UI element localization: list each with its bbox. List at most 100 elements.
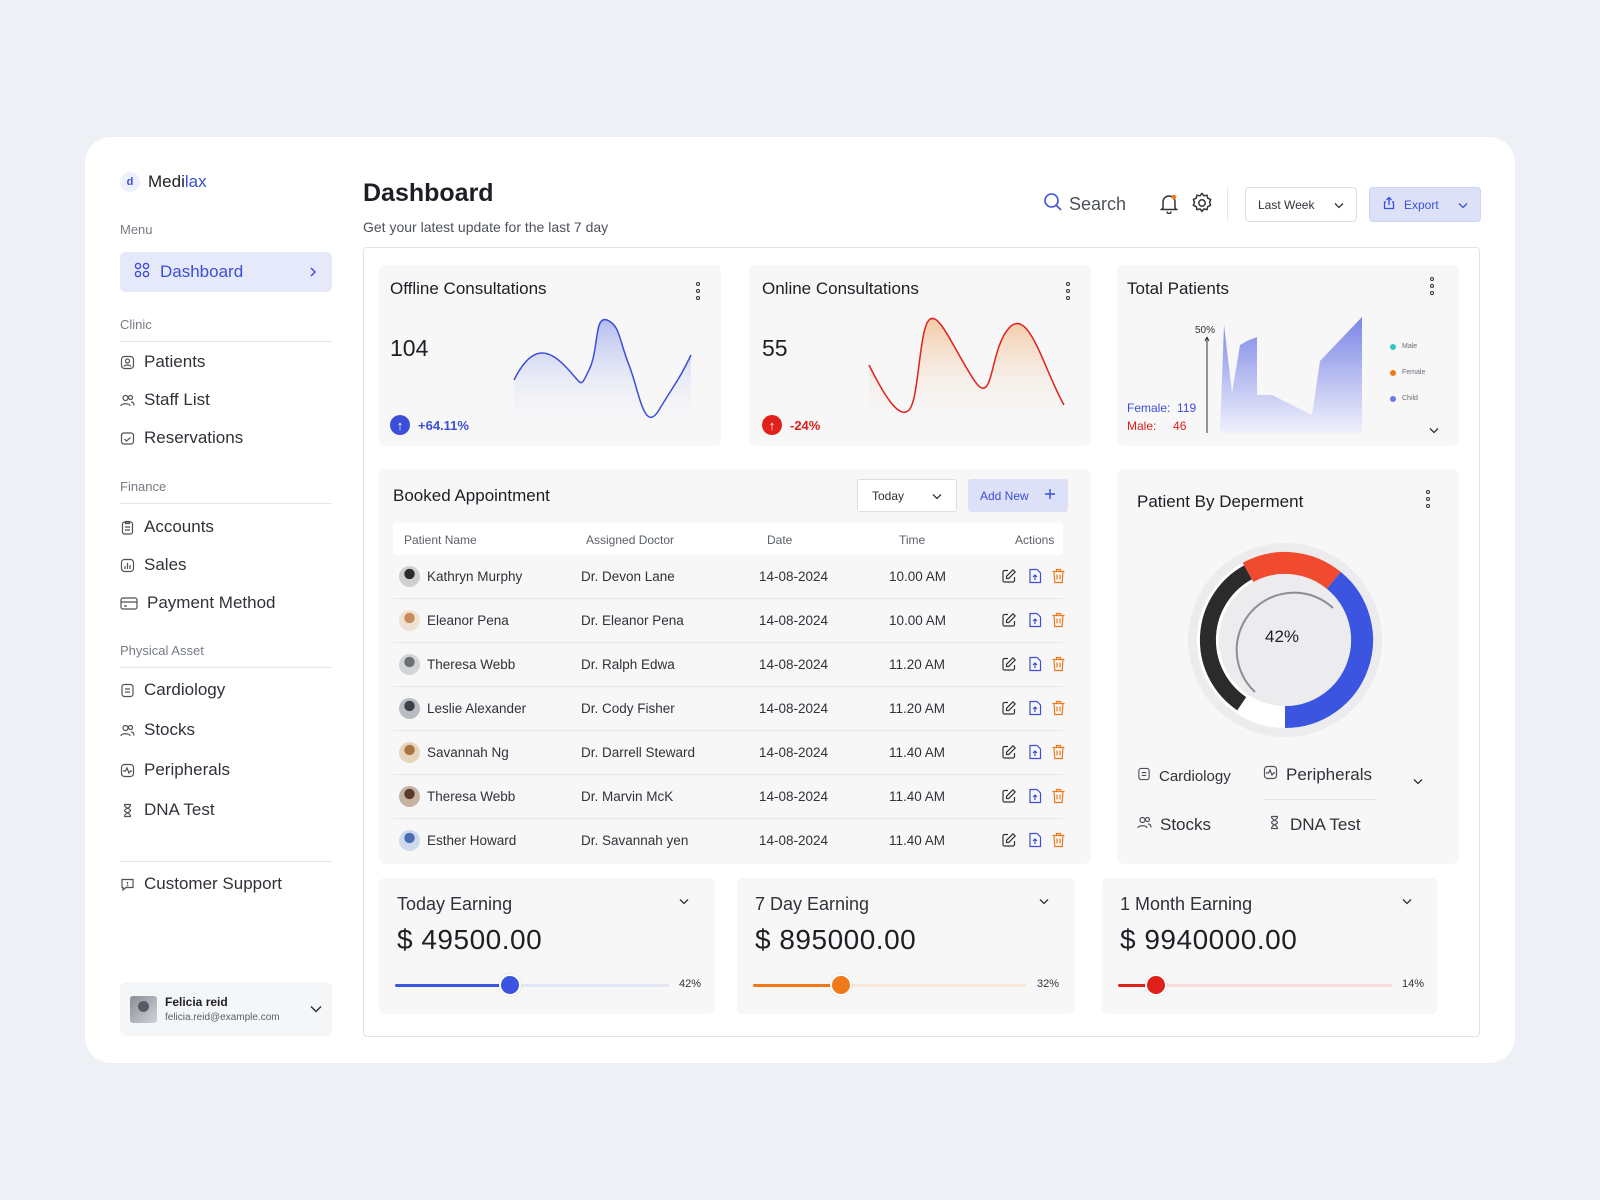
sidebar-item-dna-test[interactable]: DNA Test [120,795,332,825]
trash-icon[interactable] [1049,611,1067,629]
slider-handle[interactable] [499,974,521,996]
appointment-time: 11.40 AM [889,745,946,760]
earning-card: Today Earning $ 49500.00 42% [379,878,715,1014]
dept-cardiology[interactable]: Cardiology [1137,766,1231,786]
progress-slider[interactable] [395,974,669,996]
edit-icon[interactable] [1000,611,1018,629]
sidebar-item-reservations[interactable]: Reservations [120,423,332,453]
chevron-down-icon[interactable] [310,1000,322,1018]
more-options-icon[interactable] [1425,490,1431,508]
users-icon [120,723,135,738]
legend-child: Child [1390,395,1418,402]
sidebar: d Medilax Menu Dashboard Clinic Patients… [120,137,332,1063]
chevron-down-icon[interactable] [679,892,689,910]
table-row[interactable]: Leslie Alexander Dr. Cody Fisher 14-08-202… [393,687,1064,731]
assigned-doctor: Dr. Eleanor Pena [581,613,684,628]
dept-dna-test[interactable]: DNA Test [1267,815,1361,835]
search-icon [1043,192,1063,217]
progress-slider[interactable] [753,974,1027,996]
more-options-icon[interactable] [695,282,701,300]
sidebar-item-dashboard[interactable]: Dashboard [120,252,332,292]
notification-bell-icon[interactable] [1157,191,1181,215]
sidebar-item-customer-support[interactable]: Customer Support [120,869,332,899]
slider-handle[interactable] [1145,974,1167,996]
edit-icon[interactable] [1000,655,1018,673]
settings-gear-icon[interactable] [1190,191,1214,215]
export-button[interactable]: Export [1369,187,1481,222]
user-profile[interactable]: Felicia reid felicia.reid@example.com [120,982,332,1036]
add-new-label: Add New [980,488,1029,503]
divider [120,341,332,342]
card-title: Booked Appointment [393,486,550,505]
table-row[interactable]: Theresa Webb Dr. Ralph Edwa 14-08-2024 11.2… [393,643,1064,687]
file-upload-icon[interactable] [1026,655,1044,673]
edit-icon[interactable] [1000,699,1018,717]
progress-fill [395,984,510,987]
sidebar-item-stocks[interactable]: Stocks [120,715,332,745]
sidebar-item-sales[interactable]: Sales [120,550,332,580]
period-dropdown[interactable]: Last Week [1245,187,1357,222]
table-row[interactable]: Savannah Ng Dr. Darrell Steward 14-08-2024… [393,731,1064,775]
trash-icon[interactable] [1049,787,1067,805]
file-upload-icon[interactable] [1026,831,1044,849]
sidebar-item-cardiology[interactable]: Cardiology [120,675,332,705]
legend-dot [1390,395,1396,402]
trash-icon[interactable] [1049,655,1067,673]
chevron-down-icon [1334,198,1344,212]
dept-peripherals[interactable]: Peripherals [1263,765,1372,785]
sidebar-item-payment-method[interactable]: Payment Method [120,588,332,618]
sidebar-item-staff-list[interactable]: Staff List [120,385,332,415]
today-filter-dropdown[interactable]: Today [857,479,957,512]
sidebar-item-label: Staff List [144,390,210,409]
sidebar-item-label: DNA Test [144,800,215,819]
edit-icon[interactable] [1000,743,1018,761]
table-row[interactable]: Kathryn Murphy Dr. Devon Lane 14-08-2024 10… [393,555,1064,599]
slider-handle[interactable] [830,974,852,996]
patient-avatar [399,654,420,675]
file-upload-icon[interactable] [1026,611,1044,629]
table-row[interactable]: Theresa Webb Dr. Marvin McK 14-08-2024 11.4… [393,775,1064,819]
appointment-date: 14-08-2024 [759,613,829,628]
more-options-icon[interactable] [1429,277,1435,295]
sidebar-item-patients[interactable]: Patients [120,347,332,377]
appointment-time: 11.20 AM [889,657,946,672]
chevron-down-icon[interactable] [1429,421,1439,439]
table-row[interactable]: Eleanor Pena Dr. Eleanor Pena 14-08-2024 10… [393,599,1064,643]
online-count: 55 [762,335,788,361]
progress-slider[interactable] [1118,974,1392,996]
chevron-down-icon[interactable] [1413,772,1423,790]
dept-stocks[interactable]: Stocks [1137,815,1211,835]
table-row[interactable]: Esther Howard Dr. Savannah yen 14-08-2024 1… [393,819,1064,863]
sidebar-item-label: Cardiology [144,680,226,699]
trash-icon[interactable] [1049,567,1067,585]
file-upload-icon[interactable] [1026,567,1044,585]
chevron-down-icon[interactable] [1039,892,1049,910]
avatar [130,995,157,1023]
file-upload-icon[interactable] [1026,787,1044,805]
sidebar-item-label: Sales [144,555,187,574]
earning-title: 7 Day Earning [755,894,870,914]
delta-value: +64.11% [418,417,469,433]
sidebar-item-accounts[interactable]: Accounts [120,512,332,542]
dept-label: Stocks [1160,815,1212,834]
edit-icon[interactable] [1000,567,1018,585]
trash-icon[interactable] [1049,831,1067,849]
patient-by-department-card: Patient By Deperment 42% Cardiology Peri… [1117,469,1459,864]
sidebar-item-peripherals[interactable]: Peripherals [120,755,332,785]
trash-icon[interactable] [1049,743,1067,761]
file-upload-icon[interactable] [1026,699,1044,717]
add-new-button[interactable]: Add New [968,479,1068,512]
chevron-down-icon[interactable] [1402,892,1412,910]
trash-icon[interactable] [1049,699,1067,717]
earning-card: 1 Month Earning $ 9940000.00 14% [1102,878,1438,1014]
appointment-time: 11.40 AM [889,833,946,848]
heart-file-icon [120,683,135,698]
file-upload-icon[interactable] [1026,743,1044,761]
patients-area-chart [1204,317,1362,433]
logo[interactable]: d Medilax [120,172,207,192]
search-button[interactable]: Search [1043,192,1126,217]
edit-icon[interactable] [1000,831,1018,849]
male-label: Male: [1127,419,1157,433]
more-options-icon[interactable] [1065,282,1071,300]
edit-icon[interactable] [1000,787,1018,805]
